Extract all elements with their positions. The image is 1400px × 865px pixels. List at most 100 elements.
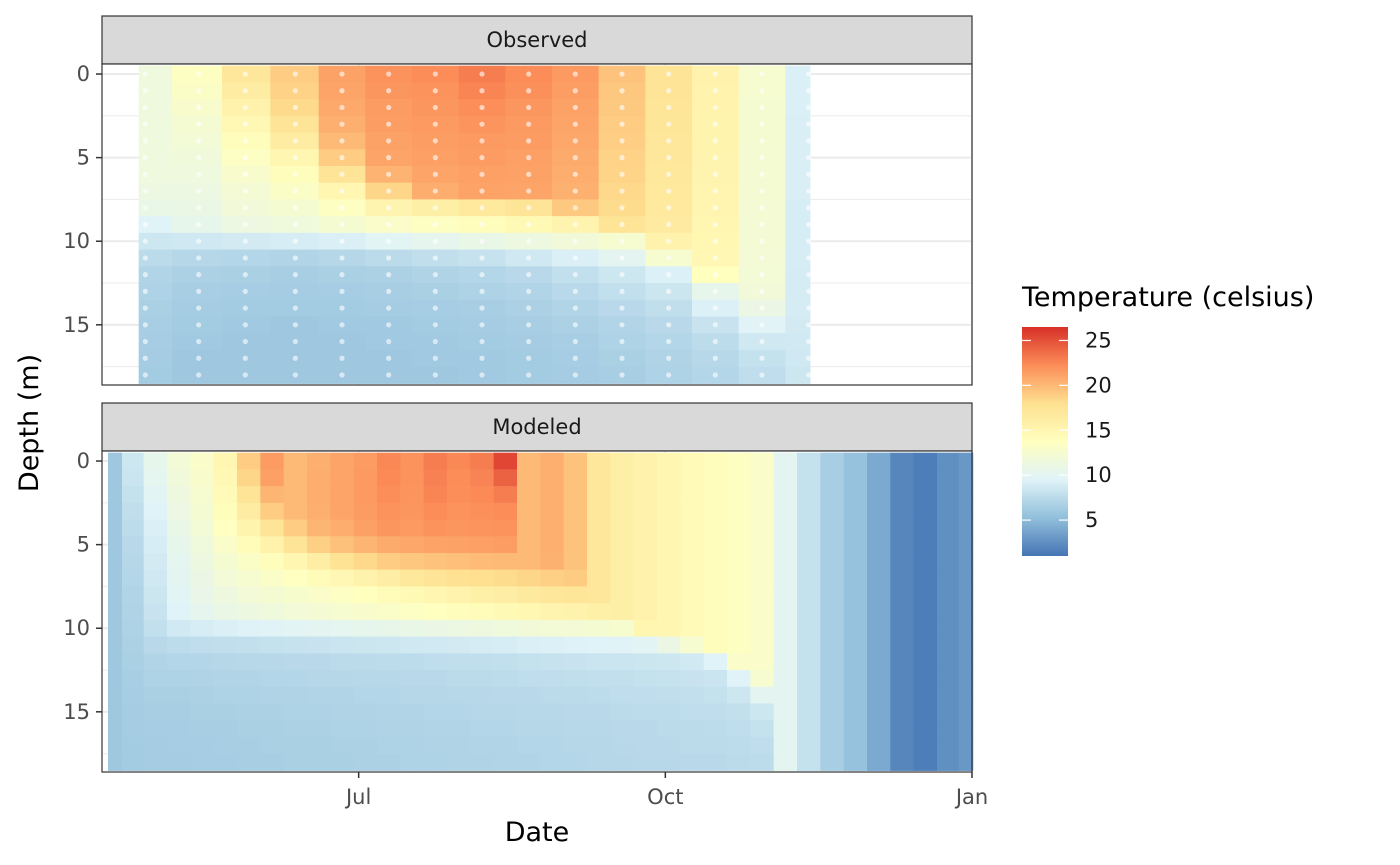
heat-tile [122, 452, 145, 470]
heat-tile [470, 686, 495, 705]
observation-point [479, 104, 485, 111]
heat-tile [867, 619, 891, 638]
observation-point [142, 171, 148, 177]
heat-tile [190, 536, 215, 554]
heat-tile [610, 686, 635, 705]
heat-tile [138, 165, 173, 184]
heat-tile [773, 670, 798, 688]
observation-point [526, 272, 532, 278]
heat-tile [958, 736, 974, 755]
heat-tile [353, 452, 378, 470]
heat-tile [820, 670, 845, 688]
heat-tile [447, 519, 471, 537]
heat-tile [447, 536, 471, 554]
heat-tile [867, 653, 891, 671]
observation-point [666, 188, 672, 194]
heat-tile [820, 636, 845, 654]
observation-point [479, 272, 485, 278]
heat-tile [820, 703, 845, 721]
heat-tile [447, 619, 471, 638]
heat-tile [143, 469, 168, 487]
heat-tile [377, 452, 401, 470]
heat-tile [587, 586, 611, 604]
observation-point [242, 121, 248, 127]
heat-tile [633, 536, 658, 554]
heat-tile [353, 619, 378, 638]
heat-tile [423, 469, 448, 487]
heat-tile [563, 603, 588, 621]
observation-point [242, 188, 248, 194]
heat-tile [213, 502, 238, 521]
heat-tile [330, 486, 355, 504]
observation-point [712, 355, 718, 361]
heat-tile [937, 670, 960, 688]
heat-tile [167, 670, 191, 688]
colorbar [1022, 327, 1068, 556]
heat-tile [213, 670, 238, 688]
observation-point [572, 155, 578, 161]
observation-point [479, 88, 485, 94]
heat-tile [750, 586, 775, 604]
observation-point [196, 272, 202, 278]
heat-tile [517, 753, 541, 771]
heat-tile [353, 586, 378, 604]
observation-point [806, 221, 812, 228]
heat-tile [143, 569, 168, 588]
observation-point [242, 221, 248, 228]
observation-point [242, 71, 248, 77]
heat-tile [727, 486, 751, 504]
heat-tile [377, 486, 401, 504]
heat-tile [260, 720, 285, 738]
heat-tile [680, 753, 705, 771]
heat-tile [237, 619, 261, 638]
heat-tile [680, 619, 705, 638]
heat-tile [680, 686, 705, 705]
heat-tile [797, 552, 821, 571]
heat-tile [377, 552, 401, 571]
x-tick-label: Oct [647, 785, 683, 809]
observation-point [572, 88, 578, 94]
heat-tile [330, 653, 355, 671]
heat-tile [377, 670, 401, 688]
heat-tile [785, 333, 811, 351]
heat-tile [447, 502, 471, 521]
heat-tile [563, 586, 588, 604]
observation-point [386, 188, 392, 194]
heat-tile [213, 753, 238, 771]
heat-tile [400, 720, 425, 738]
heat-tile [610, 552, 635, 571]
heat-tile [913, 486, 938, 504]
heat-tile [517, 636, 541, 654]
heat-tile [610, 586, 635, 604]
heat-tile [143, 720, 168, 738]
observation-point [432, 372, 438, 378]
observation-point [759, 171, 765, 177]
heat-tile [657, 519, 681, 537]
heat-tile [122, 469, 145, 487]
heat-tile [423, 670, 448, 688]
observation-point [196, 238, 202, 244]
observation-point [526, 372, 532, 378]
observation-point [339, 188, 345, 194]
heat-tile [610, 519, 635, 537]
heat-tile [330, 469, 355, 487]
heat-tile [353, 686, 378, 705]
heat-tile [958, 670, 974, 688]
heat-tile [307, 519, 331, 537]
heat-tile [843, 536, 868, 554]
observation-point [759, 255, 765, 261]
observation-point [479, 221, 485, 228]
heat-tile [563, 653, 588, 671]
heat-tile [138, 65, 173, 83]
y-tick-label: 15 [63, 313, 90, 337]
heat-tile [937, 502, 960, 521]
observation-point [759, 188, 765, 194]
observation-point [479, 255, 485, 261]
observation-point [242, 305, 248, 311]
heat-tile [867, 670, 891, 688]
heat-tile [610, 486, 635, 504]
heat-tile [773, 519, 798, 537]
heat-tile [283, 519, 308, 537]
heat-tile [353, 469, 378, 487]
